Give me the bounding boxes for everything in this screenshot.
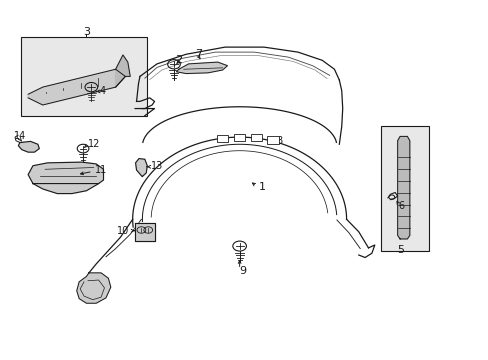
FancyBboxPatch shape [380, 126, 428, 251]
Text: 2: 2 [175, 55, 182, 65]
Polygon shape [28, 69, 125, 105]
Bar [250, 134, 262, 141]
Text: 11: 11 [95, 165, 107, 175]
Polygon shape [176, 62, 227, 73]
Polygon shape [135, 223, 154, 241]
Polygon shape [397, 136, 409, 239]
Bar [216, 135, 228, 143]
Text: 13: 13 [151, 161, 163, 171]
Text: 9: 9 [239, 266, 246, 276]
Polygon shape [33, 184, 99, 194]
Polygon shape [19, 141, 39, 152]
Text: 7: 7 [194, 49, 202, 59]
Text: 10: 10 [116, 226, 129, 236]
Text: 8: 8 [276, 136, 282, 147]
Text: 12: 12 [88, 139, 100, 149]
FancyBboxPatch shape [21, 37, 147, 116]
Text: 5: 5 [397, 245, 404, 255]
Bar [266, 136, 278, 144]
Polygon shape [135, 158, 147, 176]
Bar [233, 134, 245, 141]
Polygon shape [116, 55, 130, 87]
Text: 14: 14 [14, 131, 26, 141]
Polygon shape [28, 162, 103, 184]
Polygon shape [77, 273, 111, 303]
Text: 4: 4 [100, 86, 105, 96]
Text: 1: 1 [259, 182, 265, 192]
Text: 3: 3 [83, 27, 90, 37]
Text: 6: 6 [398, 201, 404, 211]
